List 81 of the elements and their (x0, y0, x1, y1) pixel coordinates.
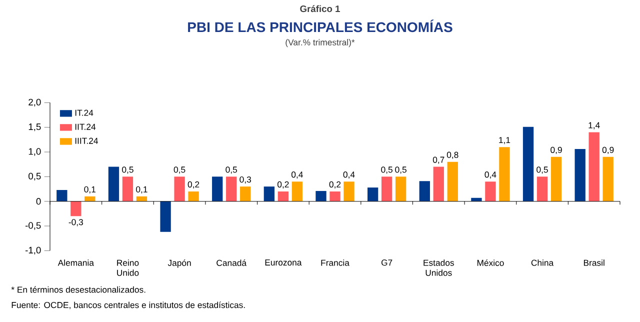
data-label: 0,5 (381, 166, 392, 174)
legend-label: IIT.24 (75, 124, 96, 130)
x-tick-label: Reino Unido (117, 260, 139, 276)
y-tick-label: -0,5 (25, 222, 41, 230)
bar (367, 188, 378, 202)
bar (292, 182, 303, 202)
x-tick-label: Japón (168, 260, 191, 268)
data-label: 0,7 (432, 156, 444, 164)
y-tick-label: 1,0 (28, 148, 41, 156)
x-tick-label: G7 (381, 260, 392, 266)
bar (316, 190, 326, 202)
bar (160, 201, 171, 232)
data-label: 0,5 (395, 166, 406, 174)
data-label: 0,2 (277, 181, 289, 189)
bar (226, 176, 237, 202)
bar (471, 198, 482, 202)
x-tick-label: Alemania (58, 260, 94, 266)
bar (108, 166, 120, 202)
data-label: 0,4 (343, 172, 355, 179)
y-tick-label: 0,5 (28, 172, 41, 181)
bar (536, 176, 548, 202)
y-tick-label: 2,0 (28, 98, 41, 107)
bar (447, 162, 458, 202)
chart-subtitle: (Var.% trimestral)* (286, 39, 355, 48)
bar (174, 176, 185, 202)
bar (240, 186, 251, 202)
data-label: 0,2 (188, 181, 200, 189)
source-note: Fuente: OCDE, bancos centrales e institutos de estadísticas. (12, 302, 245, 310)
data-label: 0,1 (136, 186, 148, 194)
data-label: 0,4 (484, 172, 496, 179)
bar (499, 147, 510, 202)
y-tick-label: 0 (36, 198, 41, 205)
bar (330, 191, 340, 202)
data-label: 0,9 (602, 146, 614, 154)
data-label: 0,1 (84, 186, 96, 194)
text: Gráfico 1 (300, 5, 340, 12)
data-label: 0,4 (291, 172, 303, 179)
data-label: 1,1 (499, 137, 510, 144)
bar (574, 149, 586, 202)
legend-label: IIIT.24 (75, 138, 98, 144)
bar (550, 156, 562, 202)
data-label: 0,2 (329, 181, 341, 189)
x-tick-label: Eurozona (265, 260, 302, 266)
bar (278, 191, 289, 202)
data-label: 0,5 (174, 166, 186, 174)
x-tick-label: China (531, 260, 554, 266)
text: * En términos desestacionalizados. (11, 286, 146, 293)
bar (84, 196, 96, 202)
bar (344, 182, 354, 202)
data-label: 0,8 (446, 152, 458, 159)
y-tick-label: 1,5 (28, 124, 41, 132)
bar (588, 132, 600, 202)
data-label: 0,5 (536, 166, 548, 174)
x-tick-label: Francia (321, 260, 350, 266)
x-tick-label: México (477, 260, 504, 266)
bar (188, 191, 199, 202)
bar (433, 166, 444, 202)
data-label: -0,3 (68, 219, 83, 226)
data-label: 0,3 (240, 176, 251, 184)
bar (122, 176, 134, 202)
legend-label: IT.24 (75, 110, 94, 116)
bar (419, 181, 430, 202)
bar (136, 196, 148, 202)
x-tick-label: Canadá (216, 260, 247, 266)
bar (381, 176, 392, 202)
bar (212, 176, 223, 202)
bar (602, 156, 614, 202)
data-label: 1,4 (588, 122, 600, 130)
data-label: 0,5 (226, 166, 238, 174)
bar (522, 126, 534, 202)
bar (395, 176, 406, 202)
y-tick-label: -1,0 (25, 246, 41, 255)
data-label: 0,9 (550, 146, 562, 154)
chart-title: PBI DE LAS PRINCIPALES ECONOMÍAS (188, 20, 452, 32)
bar (56, 190, 68, 202)
x-tick-label: Estados Unidos (424, 260, 454, 276)
data-label: 0,5 (122, 166, 134, 174)
bar (70, 201, 82, 216)
bar (264, 186, 275, 202)
x-tick-label: Brasil (584, 260, 604, 266)
bar (485, 182, 496, 202)
